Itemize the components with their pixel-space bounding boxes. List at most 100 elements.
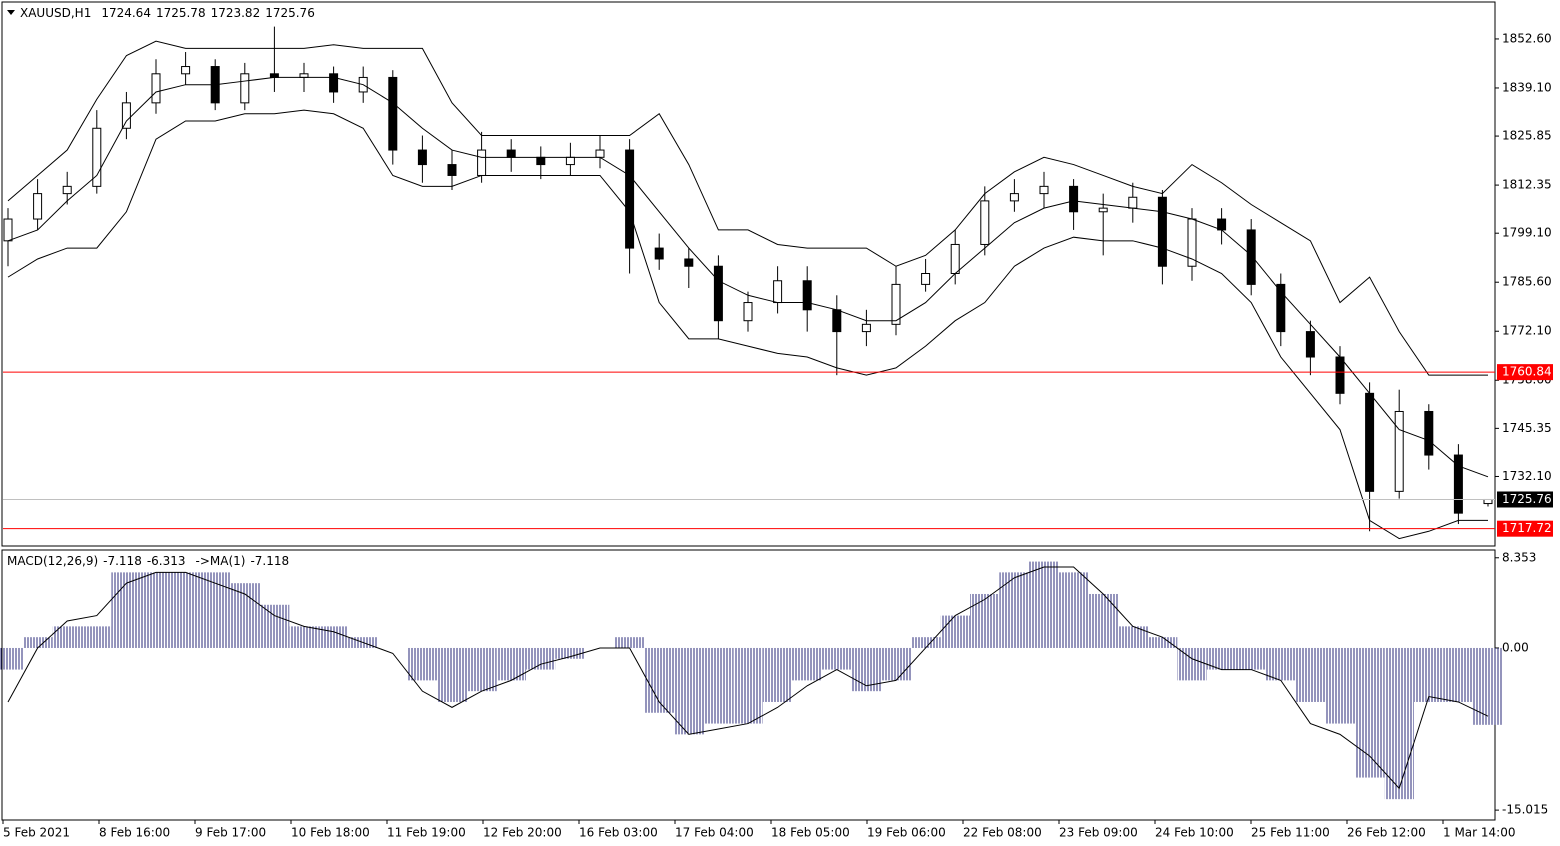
macd-bar: [1384, 647, 1414, 800]
price-panel: [1, 1, 1496, 547]
x-tick-label: 18 Feb 05:00: [771, 826, 850, 840]
x-tick-label: 26 Feb 12:00: [1347, 826, 1426, 840]
macd-bar: [1473, 647, 1503, 725]
macd-bar: [200, 572, 230, 648]
macd-bar: [526, 647, 556, 670]
candle-body: [565, 156, 575, 166]
macd-value: -6.313: [147, 554, 186, 568]
x-tick-label: 23 Feb 09:00: [1059, 826, 1138, 840]
macd-bar: [1354, 647, 1385, 778]
candle-body: [921, 273, 931, 285]
x-tick-label: 5 Feb 2021: [3, 826, 70, 840]
candle-body: [121, 102, 131, 129]
candle-body: [1453, 454, 1463, 514]
price-label-box: [1497, 491, 1553, 508]
candle-body: [684, 258, 694, 267]
macd-bar: [1443, 647, 1474, 702]
y-tick-label: 1825.85: [1502, 129, 1552, 143]
macd-bar: [407, 647, 438, 681]
candle-body: [1305, 331, 1315, 358]
signal-line: [7, 566, 1489, 790]
candle-body: [1217, 218, 1227, 231]
y-tick-label: 1799.10: [1502, 226, 1552, 240]
macd-bar: [437, 647, 467, 702]
macd-bar: [230, 583, 260, 648]
macd-bar: [1266, 647, 1296, 681]
ohlc: 1725.78: [156, 6, 206, 20]
y-tick-label: 1812.35: [1502, 178, 1552, 192]
candle-body: [950, 243, 960, 275]
band-upper: [7, 40, 1488, 376]
macd-bar: [1295, 647, 1326, 702]
y-tick-label: 1839.10: [1502, 80, 1552, 94]
candle-body: [891, 283, 901, 325]
ohlc: 1724.64: [101, 6, 151, 20]
macd-bar: [111, 572, 142, 648]
macd-bar: [792, 647, 822, 681]
candle-body: [62, 185, 72, 195]
candle-body: [1039, 185, 1049, 195]
macd-bar: [1118, 626, 1148, 648]
candle-body: [861, 323, 871, 333]
y-tick-label: 1772.10: [1502, 324, 1552, 338]
macd-bar: [1236, 647, 1266, 670]
macd-bar: [318, 626, 349, 648]
y-tick-label: 1732.10: [1502, 469, 1552, 483]
macd-bar: [259, 604, 290, 648]
macd-bar: [910, 637, 941, 648]
candle-body: [832, 309, 842, 333]
macd-bar: [614, 637, 645, 648]
price-label: 1725.76: [1502, 492, 1552, 506]
price-title: XAUUSD,H1 1724.64 1725.78 1723.82 1725.76: [20, 6, 315, 20]
x-tick-label: 25 Feb 11:00: [1251, 826, 1330, 840]
candle-body: [1098, 207, 1108, 213]
macd-bar: [674, 647, 704, 735]
macd-bar: [703, 647, 734, 724]
macd-bar: [940, 615, 970, 648]
macd-bar: [1206, 647, 1237, 670]
macd-bar: [496, 647, 526, 681]
macd-bar: [1177, 647, 1207, 681]
macd-bar: [1088, 593, 1118, 648]
candle-body: [1128, 196, 1138, 209]
y-tick-label: 1785.60: [1502, 275, 1552, 289]
macd-bar: [466, 647, 497, 692]
ohlc: 1723.82: [211, 6, 261, 20]
candle-body: [181, 66, 191, 75]
macd-bar: [999, 572, 1030, 648]
candle-body: [536, 156, 546, 166]
candle-body: [92, 127, 102, 187]
y-tick-label: 1745.35: [1502, 421, 1552, 435]
x-tick-label: 19 Feb 06:00: [867, 826, 946, 840]
macd-bar: [555, 647, 586, 659]
macd-title: MACD(12,26,9) -7.118 -6.313 ->MA(1) -7.118: [7, 554, 289, 568]
candle-body: [417, 149, 427, 166]
candle-body: [1483, 498, 1493, 505]
macd-bar: [289, 626, 319, 648]
macd-bar: [0, 647, 23, 670]
x-tick-label: 16 Feb 03:00: [579, 826, 658, 840]
macd-bar: [1325, 647, 1355, 724]
macd-bar: [1029, 561, 1059, 648]
candle-body: [151, 73, 161, 104]
candle-body: [1424, 410, 1434, 456]
symbol: XAUUSD,H1: [20, 6, 91, 20]
candle-body: [1394, 410, 1404, 492]
candle-body: [1365, 392, 1375, 492]
candle-body: [654, 247, 664, 260]
macd-bar: [170, 572, 201, 648]
x-tick-label: 24 Feb 10:00: [1155, 826, 1234, 840]
band-lower: [7, 109, 1488, 540]
candle-body: [299, 73, 309, 78]
x-tick-label: 22 Feb 08:00: [963, 826, 1042, 840]
macd-bar: [22, 637, 53, 648]
macd-bar: [881, 647, 911, 681]
band-middle: [7, 76, 1489, 478]
x-tick-label: 17 Feb 04:00: [675, 826, 754, 840]
x-tick-label: 8 Feb 16:00: [99, 826, 170, 840]
candle-body: [269, 73, 279, 78]
x-tick-label: 11 Feb 19:00: [387, 826, 466, 840]
candle-body: [713, 265, 723, 322]
x-tick-label: 12 Feb 20:00: [483, 826, 562, 840]
